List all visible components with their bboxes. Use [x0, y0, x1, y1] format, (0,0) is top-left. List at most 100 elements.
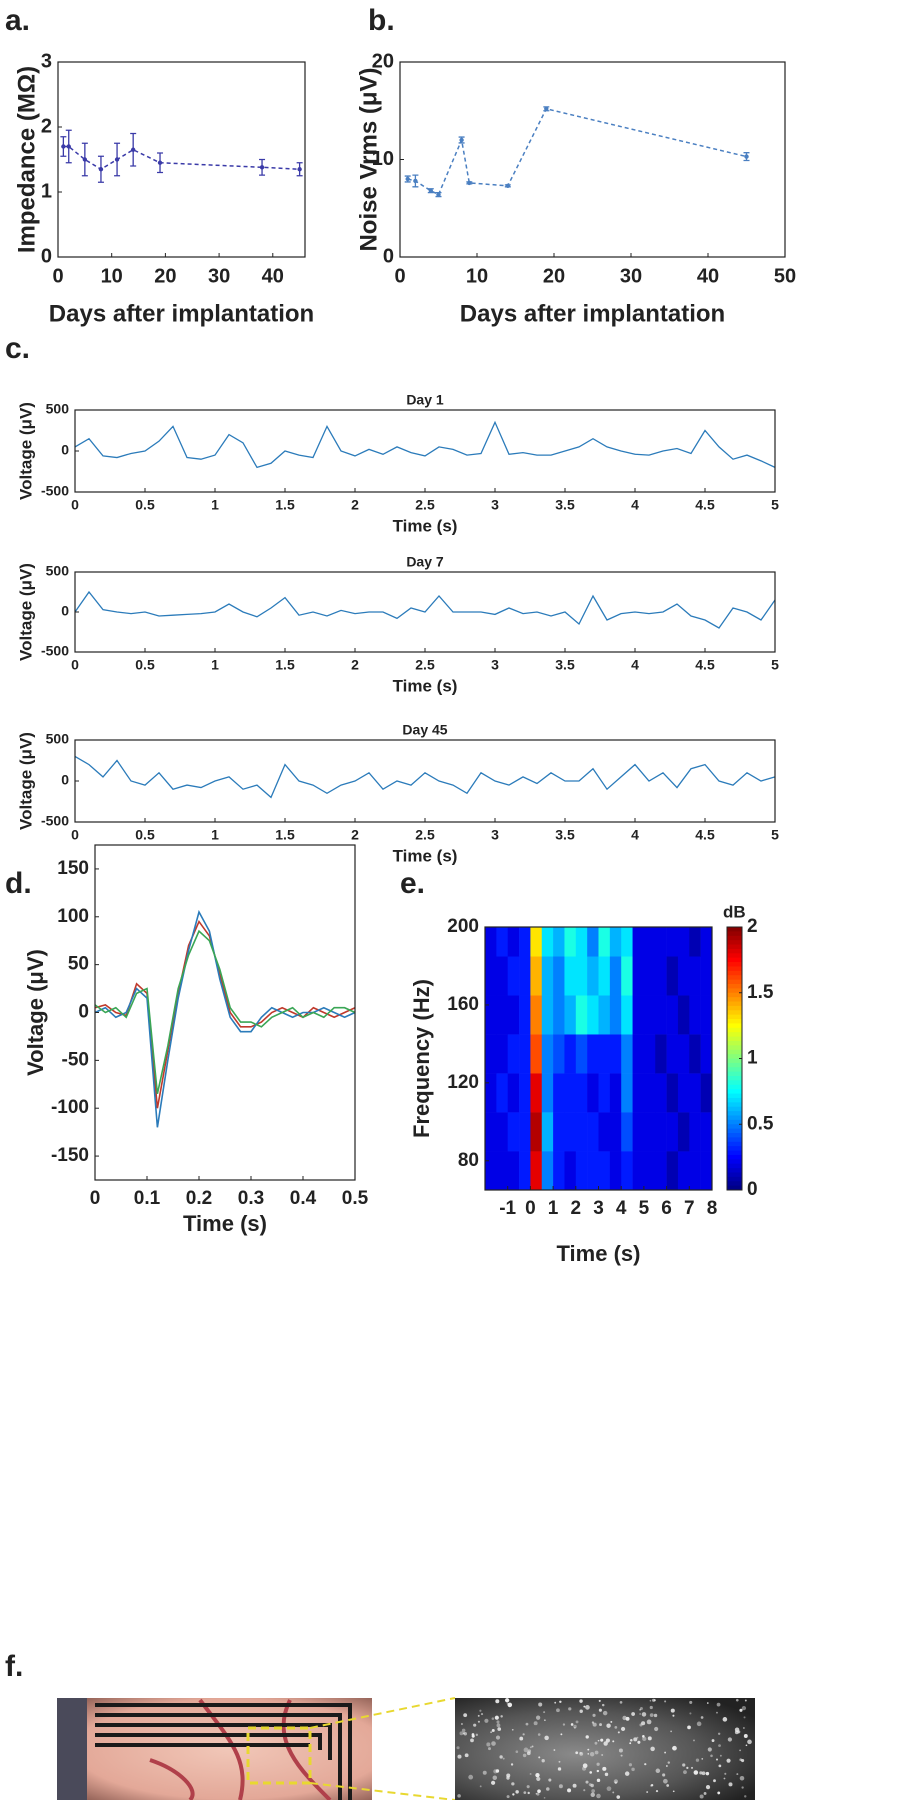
- chart-title: Day 45: [402, 722, 447, 738]
- colorbar-step: [727, 931, 742, 937]
- x-tick-label: 2.5: [415, 827, 435, 843]
- heat-cell: [643, 956, 656, 996]
- heat-cell: [598, 1151, 611, 1191]
- heat-cell: [541, 1151, 554, 1191]
- x-tick-label: 8: [707, 1198, 718, 1219]
- y-tick-label: 500: [46, 563, 70, 579]
- data-line: [63, 145, 300, 171]
- heat-cell: [496, 1151, 508, 1191]
- heat-cell: [519, 1151, 531, 1191]
- heat-cell: [666, 1112, 679, 1152]
- heat-cell: [621, 956, 633, 996]
- colorbar-step: [727, 1040, 742, 1046]
- heat-cell: [496, 956, 508, 996]
- y-tick-label: 500: [46, 401, 70, 417]
- colorbar-step: [727, 970, 742, 976]
- heat-cell: [643, 1034, 656, 1074]
- panel-label: d.: [5, 867, 32, 900]
- colorbar-step: [727, 1054, 742, 1059]
- x-tick-label: 1: [211, 827, 219, 843]
- colorbar-step: [727, 1023, 742, 1029]
- x-axis-label: Time (s): [183, 1211, 267, 1236]
- heat-cell: [700, 956, 713, 996]
- heat-cell: [575, 1073, 588, 1113]
- heat-cell: [643, 1112, 656, 1152]
- heat-cell: [519, 1112, 531, 1152]
- heat-cell: [655, 1034, 667, 1074]
- x-tick-label: 0.5: [342, 1188, 369, 1209]
- heat-cell: [666, 995, 679, 1035]
- colorbar-step: [727, 935, 742, 941]
- x-tick-label: 4: [631, 827, 639, 843]
- heat-cell: [530, 927, 543, 957]
- colorbar-step: [727, 1093, 742, 1099]
- heat-cell: [485, 995, 497, 1035]
- x-tick-label: 10: [101, 265, 123, 287]
- heat-cell: [689, 956, 701, 996]
- heat-cell: [677, 956, 690, 996]
- heat-cell: [553, 956, 565, 996]
- heat-cell: [689, 1073, 701, 1113]
- colorbar-step: [727, 1150, 742, 1156]
- plot-frame: [399, 61, 786, 258]
- trace: [74, 590, 776, 629]
- x-tick-label: 2.5: [415, 497, 435, 513]
- colorbar-step: [727, 1128, 742, 1134]
- heat-cell: [632, 1034, 645, 1074]
- x-tick-label: 3: [593, 1198, 604, 1219]
- x-tick-label: 5: [771, 497, 779, 513]
- heat-cell: [677, 995, 690, 1035]
- colorbar-step: [727, 992, 742, 998]
- heat-cell: [609, 995, 622, 1035]
- y-tick-label: 10: [372, 148, 394, 170]
- colorbar-step: [727, 1005, 742, 1011]
- x-tick-label: 0.3: [238, 1188, 264, 1209]
- marker: [157, 160, 163, 165]
- heat-cell: [632, 1151, 645, 1191]
- marker: [505, 183, 510, 189]
- heat-cell: [485, 956, 497, 996]
- heat-cell: [700, 1151, 713, 1191]
- colorbar-step: [727, 1076, 742, 1081]
- heat-cell: [609, 1151, 622, 1191]
- heat-cell: [553, 1112, 565, 1152]
- y-axis-label: Frequency (Hz): [409, 979, 434, 1138]
- x-tick-label: 4: [631, 657, 639, 673]
- panel-label: e.: [400, 867, 425, 900]
- heat-cell: [553, 927, 565, 957]
- colorbar-step: [727, 1115, 742, 1121]
- y-tick-label: 0: [383, 245, 394, 267]
- panel-label: f.: [5, 1650, 23, 1683]
- colorbar-step: [727, 1119, 742, 1125]
- heat-cell: [485, 1034, 497, 1074]
- colorbar-step: [727, 979, 742, 985]
- colorbar-step: [727, 1124, 742, 1130]
- colorbar-tick-label: 0: [747, 1179, 758, 1200]
- x-tick-label: 5: [771, 657, 779, 673]
- colorbar-step: [727, 1062, 742, 1068]
- colorbar-step: [727, 927, 742, 932]
- x-tick-label: 2: [571, 1198, 582, 1219]
- y-tick-label: 2: [41, 115, 52, 137]
- colorbar-step: [727, 1141, 742, 1147]
- x-tick-label: 0: [71, 497, 79, 513]
- marker: [428, 188, 433, 193]
- y-axis-label: Voltage (μV): [16, 563, 35, 661]
- x-tick-label: 0.2: [186, 1188, 212, 1209]
- x-tick-label: 0.4: [290, 1188, 317, 1209]
- colorbar-step: [727, 1027, 742, 1033]
- heat-cell: [598, 956, 611, 996]
- heat-cell: [553, 995, 565, 1035]
- marker: [114, 157, 120, 162]
- heat-cell: [598, 1034, 611, 1074]
- heat-cell: [575, 956, 588, 996]
- x-tick-label: 3.5: [555, 827, 575, 843]
- heat-cell: [564, 1073, 577, 1113]
- heat-cell: [553, 1151, 565, 1191]
- heat-cell: [655, 927, 667, 957]
- colorbar-tick-label: 1: [747, 1048, 758, 1069]
- marker: [130, 147, 136, 152]
- x-axis-label: Days after implantation: [49, 300, 314, 327]
- heat-cell: [598, 1073, 611, 1113]
- y-axis-label: Voltage (μV): [16, 732, 35, 830]
